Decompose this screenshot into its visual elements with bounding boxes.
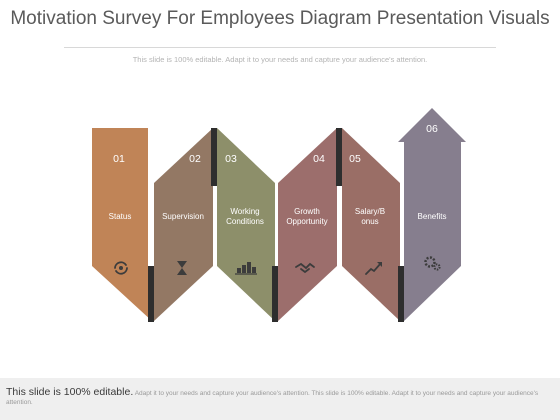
gears-icon — [424, 256, 441, 271]
step-shape — [398, 108, 466, 321]
growth-chart-icon — [365, 262, 382, 275]
step-shape — [154, 128, 213, 321]
step-number: 03 — [225, 153, 237, 165]
step-shape — [92, 128, 152, 321]
slide-subtitle: This slide is 100% editable. Adapt it to… — [132, 55, 428, 64]
handshake-icon — [295, 262, 315, 274]
step-number: 01 — [113, 153, 125, 165]
footer-strong: This slide is 100% editable. — [6, 386, 134, 398]
step-label: Supervision — [162, 212, 204, 221]
step-fold — [336, 128, 342, 186]
step-label: Status — [109, 212, 132, 221]
refresh-cycle-icon — [114, 261, 128, 275]
step-04: 04 Growth Opportunity — [278, 128, 342, 321]
footer-note: This slide is 100% editable. Adapt it to… — [6, 386, 554, 407]
step-fold — [148, 266, 154, 322]
step-fold — [272, 266, 278, 322]
bar-chart-people-icon — [235, 262, 257, 275]
title-divider — [64, 47, 496, 48]
step-fold — [398, 266, 404, 322]
step-number: 02 — [189, 153, 201, 165]
footer-rest: Adapt it to your needs and capture your … — [6, 390, 539, 406]
step-shape — [278, 128, 337, 321]
step-label: Growth Opportunity — [286, 207, 327, 226]
step-label: Benefits — [418, 212, 447, 221]
step-05: 05 Salary/B onus — [342, 128, 404, 322]
step-label: Working Conditions — [226, 207, 264, 226]
footer-bar — [0, 378, 560, 420]
step-number: 06 — [426, 123, 438, 135]
hourglass-icon — [177, 261, 187, 275]
step-shape — [342, 128, 400, 321]
step-fold — [211, 128, 217, 186]
step-number: 05 — [349, 153, 361, 165]
step-02: 02 Supervision — [154, 128, 217, 321]
step-03: 03 Working Conditions — [217, 128, 278, 322]
step-shape — [217, 128, 275, 321]
slide-title: Motivation Survey For Employees Diagram … — [10, 8, 550, 29]
step-label: Salary/B onus — [355, 207, 385, 226]
step-01: 01 Status — [92, 128, 154, 322]
step-06: 06 Benefits — [398, 108, 466, 321]
step-number: 04 — [313, 153, 325, 165]
